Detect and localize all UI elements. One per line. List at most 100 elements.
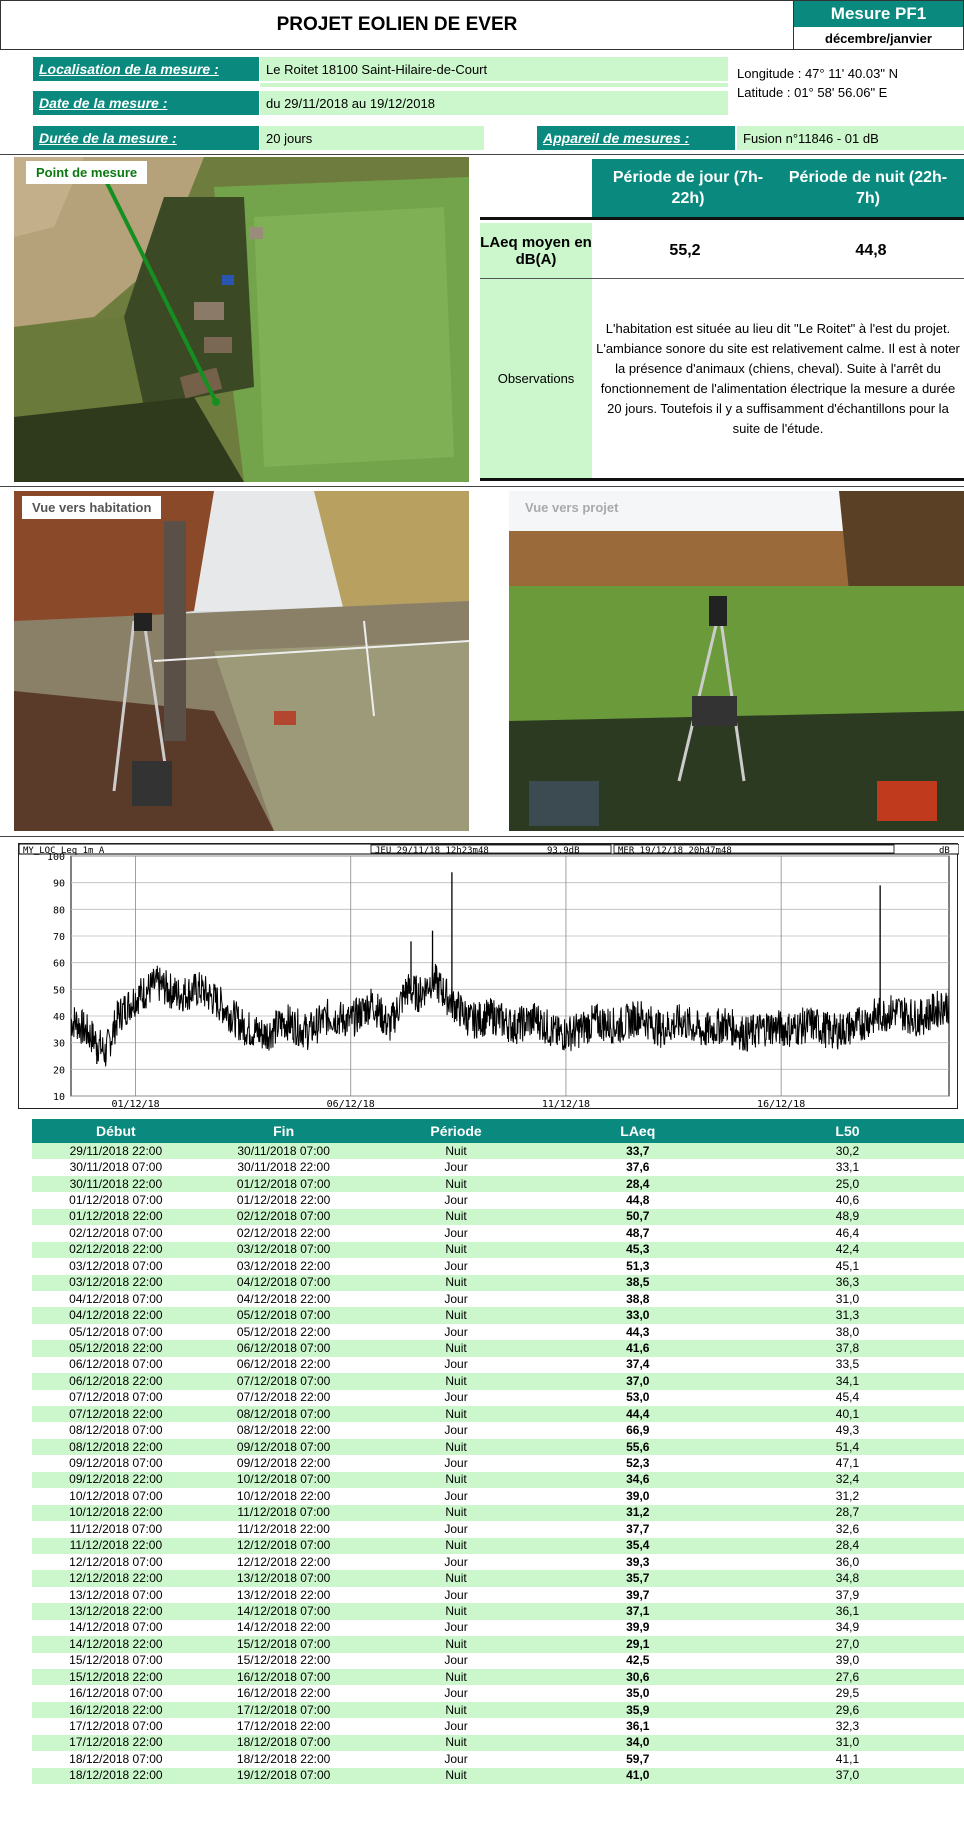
table-cell: 36,0	[730, 1553, 964, 1571]
table-cell: 31,2	[730, 1488, 964, 1505]
table-cell: 13/12/2018 07:00	[199, 1570, 368, 1587]
table-cell: 05/12/2018 07:00	[199, 1307, 368, 1324]
table-cell: 37,1	[544, 1603, 731, 1620]
table-cell: 48,9	[730, 1208, 964, 1226]
table-cell: 42,4	[730, 1241, 964, 1259]
table-cell: Nuit	[367, 1274, 545, 1291]
table-cell: 45,4	[730, 1389, 964, 1406]
table-header-cell: Début	[32, 1119, 200, 1143]
table-cell: Jour	[367, 1553, 545, 1571]
table-cell: 10/12/2018 07:00	[199, 1471, 368, 1489]
table-cell: 11/12/2018 07:00	[199, 1504, 368, 1522]
table-cell: Jour	[367, 1290, 545, 1308]
table-cell: Jour	[367, 1718, 545, 1735]
table-row: 30/11/2018 22:00 01/12/2018 07:00 Nuit 28,4…	[32, 1175, 964, 1193]
table-row: 30/11/2018 07:00 30/11/2018 22:00 Jour 37,6…	[32, 1159, 964, 1176]
table-cell: 06/12/2018 22:00	[32, 1373, 200, 1390]
divider	[0, 486, 964, 487]
table-cell: 31,3	[730, 1307, 964, 1324]
table-cell: 11/12/2018 22:00	[199, 1521, 368, 1538]
table-cell: 13/12/2018 22:00	[32, 1603, 200, 1620]
table-cell: Jour	[367, 1652, 545, 1669]
table-cell: 09/12/2018 07:00	[199, 1438, 368, 1456]
table-cell: 14/12/2018 22:00	[32, 1636, 200, 1653]
table-cell: 29,1	[544, 1636, 731, 1653]
table-cell: 16/12/2018 07:00	[199, 1669, 368, 1686]
chart-header: MY_LOC Leq 1m A JEU 29/11/18 12h23m48 93…	[18, 843, 960, 856]
table-row: 08/12/2018 22:00 09/12/2018 07:00 Nuit 55,6…	[32, 1438, 964, 1456]
table-cell: 06/12/2018 22:00	[199, 1356, 368, 1374]
table-cell: 05/12/2018 22:00	[32, 1340, 200, 1357]
table-row: 10/12/2018 07:00 10/12/2018 22:00 Jour 39,0…	[32, 1488, 964, 1505]
measure-badge: Mesure PF1 décembre/janvier	[793, 0, 964, 50]
table-cell: 10/12/2018 07:00	[32, 1488, 200, 1505]
table-row: 11/12/2018 07:00 11/12/2018 22:00 Jour 37,7…	[32, 1521, 964, 1538]
table-cell: 35,4	[544, 1537, 731, 1554]
table-cell: 14/12/2018 07:00	[32, 1619, 200, 1637]
table-row: 12/12/2018 22:00 13/12/2018 07:00 Nuit 35,7…	[32, 1570, 964, 1587]
table-row: 07/12/2018 07:00 07/12/2018 22:00 Jour 53,0…	[32, 1389, 964, 1406]
table-cell: 03/12/2018 07:00	[32, 1258, 200, 1275]
table-cell: Nuit	[367, 1438, 545, 1456]
table-cell: 55,6	[544, 1438, 731, 1456]
y-tick-label: 90	[53, 879, 65, 890]
table-cell: 39,3	[544, 1553, 731, 1571]
table-cell: Nuit	[367, 1471, 545, 1489]
table-cell: 32,4	[730, 1471, 964, 1489]
table-cell: Nuit	[367, 1537, 545, 1554]
table-cell: 41,6	[544, 1340, 731, 1357]
table-cell: 06/12/2018 07:00	[199, 1340, 368, 1357]
table-cell: Nuit	[367, 1767, 545, 1785]
measure-season: décembre/janvier	[825, 30, 932, 46]
divider	[0, 154, 964, 155]
table-cell: 06/12/2018 07:00	[32, 1356, 200, 1374]
aerial-label: Point de mesure	[26, 161, 148, 184]
table-cell: Nuit	[367, 1373, 545, 1390]
x-tick-label: 06/12/18	[327, 1099, 375, 1110]
table-cell: 31,2	[544, 1504, 731, 1522]
table-cell: 07/12/2018 07:00	[199, 1373, 368, 1390]
chart-header-end: MER 19/12/18 20h47m48	[618, 846, 732, 856]
table-row: 14/12/2018 22:00 15/12/2018 07:00 Nuit 29,1…	[32, 1636, 964, 1653]
table-row: 16/12/2018 07:00 16/12/2018 22:00 Jour 35,0…	[32, 1685, 964, 1702]
aerial-photo: Point de mesure	[14, 157, 469, 482]
table-cell: 39,9	[544, 1619, 731, 1637]
table-cell: 46,4	[730, 1225, 964, 1242]
table-cell: 12/12/2018 22:00	[199, 1553, 368, 1571]
table-cell: Nuit	[367, 1208, 545, 1226]
table-row: 11/12/2018 22:00 12/12/2018 07:00 Nuit 35,4…	[32, 1537, 964, 1554]
chart-header-unit: dB	[939, 846, 950, 856]
table-cell: 27,6	[730, 1669, 964, 1686]
table-cell: 29,6	[730, 1701, 964, 1719]
table-cell: 35,0	[544, 1685, 731, 1702]
table-cell: 13/12/2018 22:00	[199, 1586, 368, 1604]
page-title: PROJET EOLIEN DE EVER	[0, 0, 793, 50]
table-row: 04/12/2018 07:00 04/12/2018 22:00 Jour 38,8…	[32, 1290, 964, 1308]
table-cell: 44,8	[544, 1192, 731, 1209]
results-rule-2	[480, 278, 964, 279]
table-row: 15/12/2018 22:00 16/12/2018 07:00 Nuit 30,6…	[32, 1669, 964, 1686]
table-header-cell: L50	[730, 1119, 964, 1143]
table-cell: 07/12/2018 07:00	[32, 1389, 200, 1406]
table-cell: 11/12/2018 22:00	[32, 1537, 200, 1554]
table-cell: Nuit	[367, 1669, 545, 1686]
table-cell: 34,9	[730, 1619, 964, 1637]
table-row: 17/12/2018 22:00 18/12/2018 07:00 Nuit 34,0…	[32, 1734, 964, 1752]
table-cell: 38,5	[544, 1274, 731, 1291]
table-cell: 03/12/2018 07:00	[199, 1241, 368, 1259]
table-cell: 08/12/2018 22:00	[32, 1438, 200, 1456]
table-cell: Jour	[367, 1389, 545, 1406]
table-cell: 33,7	[544, 1143, 731, 1160]
table-header-cell: LAeq	[544, 1119, 731, 1143]
table-cell: 05/12/2018 07:00	[32, 1323, 200, 1341]
table-cell: 17/12/2018 22:00	[199, 1718, 368, 1735]
table-cell: 01/12/2018 22:00	[199, 1192, 368, 1209]
table-cell: 04/12/2018 22:00	[32, 1307, 200, 1324]
table-header-cell: Fin	[199, 1119, 368, 1143]
table-cell: Nuit	[367, 1603, 545, 1620]
table-cell: 51,4	[730, 1438, 964, 1456]
x-tick-label: 16/12/18	[757, 1099, 805, 1110]
table-cell: 02/12/2018 22:00	[32, 1241, 200, 1259]
table-cell: Nuit	[367, 1701, 545, 1719]
table-cell: 25,0	[730, 1175, 964, 1193]
